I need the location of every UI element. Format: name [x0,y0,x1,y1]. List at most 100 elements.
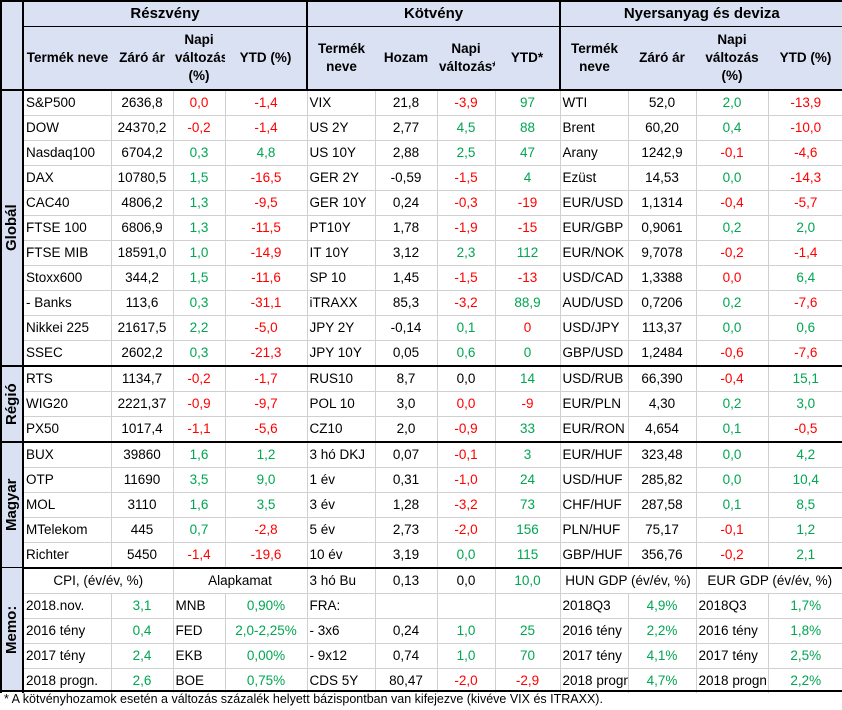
eur-gdp-period: 2018 progn. [695,668,769,693]
equity-value: 2602,2 [110,340,173,367]
eur-gdp-value: 1,7% [767,593,842,619]
bond-memo-change: 1,0 [436,618,496,644]
cpi-value: 3,1 [110,593,173,619]
table-row: FTSE MIB 18591,0 1,0 -14,9 IT 10Y 3,12 2,3 112 E… [1,240,842,266]
bond-value: 3,0 [374,391,438,417]
cpi-period: 2016 tény [22,618,111,644]
commodity-daily-change: 0,0 [695,467,769,493]
equity-value: 39860 [110,441,173,468]
commodity-daily-change: 0,2 [695,215,769,241]
cpi-period: 2018.nov. [22,593,111,619]
commodity-daily-change: 2,0 [695,89,769,116]
bond-memo-0: 3 hó Bu [306,567,376,594]
commodity-name: EUR/HUF [559,441,629,468]
bond-name: RUS10 [306,365,376,392]
equity-value: 2221,37 [110,391,173,417]
equity-daily-change: -0,2 [172,115,225,141]
bond-name: 10 év [306,542,376,569]
table-row: Magyar BUX 39860 1,6 1,2 3 hó DKJ 0,07 -0,1 3 EUR… [1,441,842,568]
commodity-ytd: 10,4 [767,467,842,493]
bond-ytd: 112 [494,240,561,266]
table-row: OTP 11690 3,5 9,0 1 év 0,31 -1,0 24 USD/HUF 285,8… [1,467,842,493]
table-row: Globál S&P500 2636,8 0,0 -1,4 VIX 21,8 -3,9 97 WT… [1,89,842,366]
bond-daily-change: 2,5 [436,140,496,166]
cpi-value: 0,4 [110,618,173,644]
equity-daily-change: 1,5 [172,165,225,191]
bond-value: 2,73 [374,517,438,543]
equity-value: 445 [110,517,173,543]
bond-name: 1 év [306,467,376,493]
column-header-product-name: Termék neve [23,26,111,91]
commodity-name: PLN/HUF [559,517,629,543]
equity-value: 10780,5 [110,165,173,191]
equity-value: 3110 [110,492,173,518]
equity-name: S&P500 [22,89,111,116]
equity-daily-change: 3,5 [172,467,225,493]
commodity-daily-change: -0,1 [695,517,769,543]
market-table: Részvény Kötvény Nyersanyag és deviza Termé… [0,0,842,693]
section-label-region: Régió [1,366,23,442]
bond-ytd: 97 [494,89,561,116]
bond-ytd: 115 [494,542,561,569]
rate-value: 0,00% [224,643,308,669]
equity-daily-change: 0,0 [172,89,225,116]
bond-value: -0,14 [374,315,438,341]
section-label-global: Globál [1,90,23,366]
bond-daily-change: -2,0 [436,517,496,543]
commodity-daily-change: 0,1 [695,492,769,518]
table-row: PX50 1017,4 -1,1 -5,6 CZ10 2,0 -0,9 33 EUR/RON 4,… [1,416,842,443]
hun-gdp-value: 4,9% [627,593,697,619]
bond-value: 2,88 [374,140,438,166]
bond-ytd: 0 [494,340,561,367]
commodity-daily-change: -0,4 [695,190,769,216]
equity-daily-change: 0,7 [172,517,225,543]
bond-name: IT 10Y [306,240,376,266]
rate-value: 0,75% [224,668,308,693]
bond-daily-change: -1,5 [436,265,496,291]
commodity-name: EUR/PLN [559,391,629,417]
commodity-name: USD/HUF [559,467,629,493]
column-header-product-name: Termék neve [306,26,376,91]
commodity-name: CHF/HUF [559,492,629,518]
rate-bank: FED [172,618,225,644]
memo-row: 2017 tény 2,4 EKB 0,00% - 9x12 0,74 1,0 70 2017… [1,643,842,669]
equity-name: RTS [22,365,111,392]
equity-header: Részvény [22,0,308,27]
bond-memo-1: 0,13 [374,567,438,594]
commodity-ytd: -5,7 [767,190,842,216]
commodity-ytd: 3,0 [767,391,842,417]
eur-gdp-value: 2,2% [767,668,842,693]
equity-ytd: -11,5 [224,215,308,241]
equity-name: PX50 [22,416,111,443]
commodity-value: 356,76 [627,542,697,569]
footnote: * A kötvényhozamok esetén a változás szá… [4,692,603,706]
bond-daily-change: 0,1 [436,315,496,341]
hun-gdp-period: 2017 tény [559,643,629,669]
corner-cell [0,1,24,91]
bond-ytd: 0 [494,315,561,341]
commodity-ytd: -10,0 [767,115,842,141]
commodity-value: 52,0 [627,89,697,116]
commodity-ytd: 0,6 [767,315,842,341]
equity-daily-change: 1,3 [172,190,225,216]
commodity-daily-change: -0,6 [695,340,769,367]
commodity-daily-change: 0,2 [695,290,769,316]
equity-value: 24370,2 [110,115,173,141]
commodity-daily-change: 0,0 [695,165,769,191]
bond-name: 3 év [306,492,376,518]
commodity-ytd: -7,6 [767,340,842,367]
hun-gdp-period: 2018Q3 [559,593,629,619]
equity-daily-change: -1,1 [172,416,225,443]
bond-memo-change [436,593,496,619]
equity-ytd: -11,6 [224,265,308,291]
equity-name: - Banks [22,290,111,316]
cpi-value: 2,6 [110,668,173,693]
table-row: DOW 24370,2 -0,2 -1,4 US 2Y 2,77 4,5 88 Brent 60,… [1,115,842,141]
bond-daily-change: -0,1 [436,441,496,468]
equity-ytd: -9,7 [224,391,308,417]
bond-ytd: 47 [494,140,561,166]
bond-value: 1,45 [374,265,438,291]
commodity-ytd: 15,1 [767,365,842,392]
bond-ytd: 14 [494,365,561,392]
bond-name: CZ10 [306,416,376,443]
